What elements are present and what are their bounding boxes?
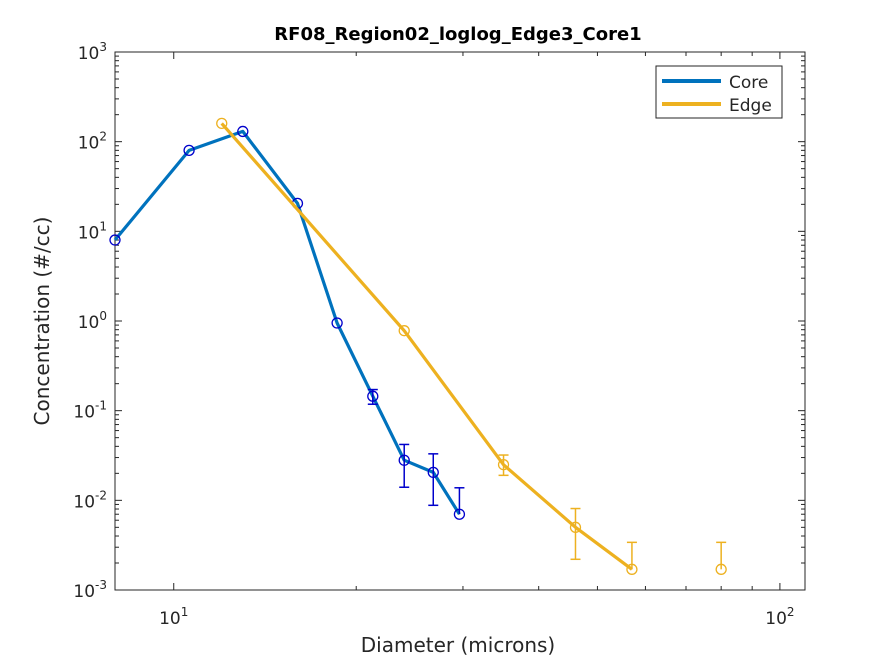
error-bar-core (428, 453, 439, 507)
data-point-core (453, 508, 466, 520)
error-bar-edge (570, 507, 581, 561)
y-tick-label: 100 (78, 309, 107, 333)
y-tick-label: 103 (78, 40, 107, 64)
y-tick-label: 10-2 (73, 488, 107, 512)
y-tick-label: 102 (78, 130, 107, 154)
x-tick-label: 101 (159, 605, 188, 629)
legend: Core Edge (655, 65, 783, 119)
y-axis-label: Concentration (#/cc) (30, 217, 54, 426)
y-axis: 10-3 10-2 10-1 100 101 102 103 (73, 40, 805, 602)
legend-label-edge: Edge (729, 96, 772, 116)
error-bar-edge (498, 454, 509, 477)
data-point-core (427, 466, 439, 479)
data-point-core (331, 317, 343, 329)
data-point-edge (398, 325, 410, 337)
series-line-core (113, 129, 461, 516)
x-tick-label: 102 (765, 605, 794, 629)
y-tick-label: 101 (78, 219, 107, 243)
y-tick-label: 10-1 (73, 399, 107, 423)
data-point-edge (569, 521, 582, 533)
x-axis-label: Diameter (microns) (361, 633, 555, 657)
data-point-core (183, 144, 195, 157)
data-point-core (398, 454, 410, 466)
data-point-core (237, 125, 249, 138)
y-tick-label: 10-3 (73, 578, 107, 602)
legend-label-core: Core (729, 73, 768, 93)
legend-box (655, 65, 783, 119)
data-point-edge (626, 563, 638, 575)
chart-title: RF08_Region02_loglog_Edge3_Core1 (274, 24, 641, 45)
series-layer (109, 117, 727, 575)
data-point-edge (715, 563, 727, 575)
data-point-edge (216, 117, 228, 130)
data-point-core (109, 234, 121, 246)
x-axis: 101 102 (159, 52, 795, 629)
data-point-core (367, 390, 379, 402)
data-point-edge (497, 459, 510, 471)
